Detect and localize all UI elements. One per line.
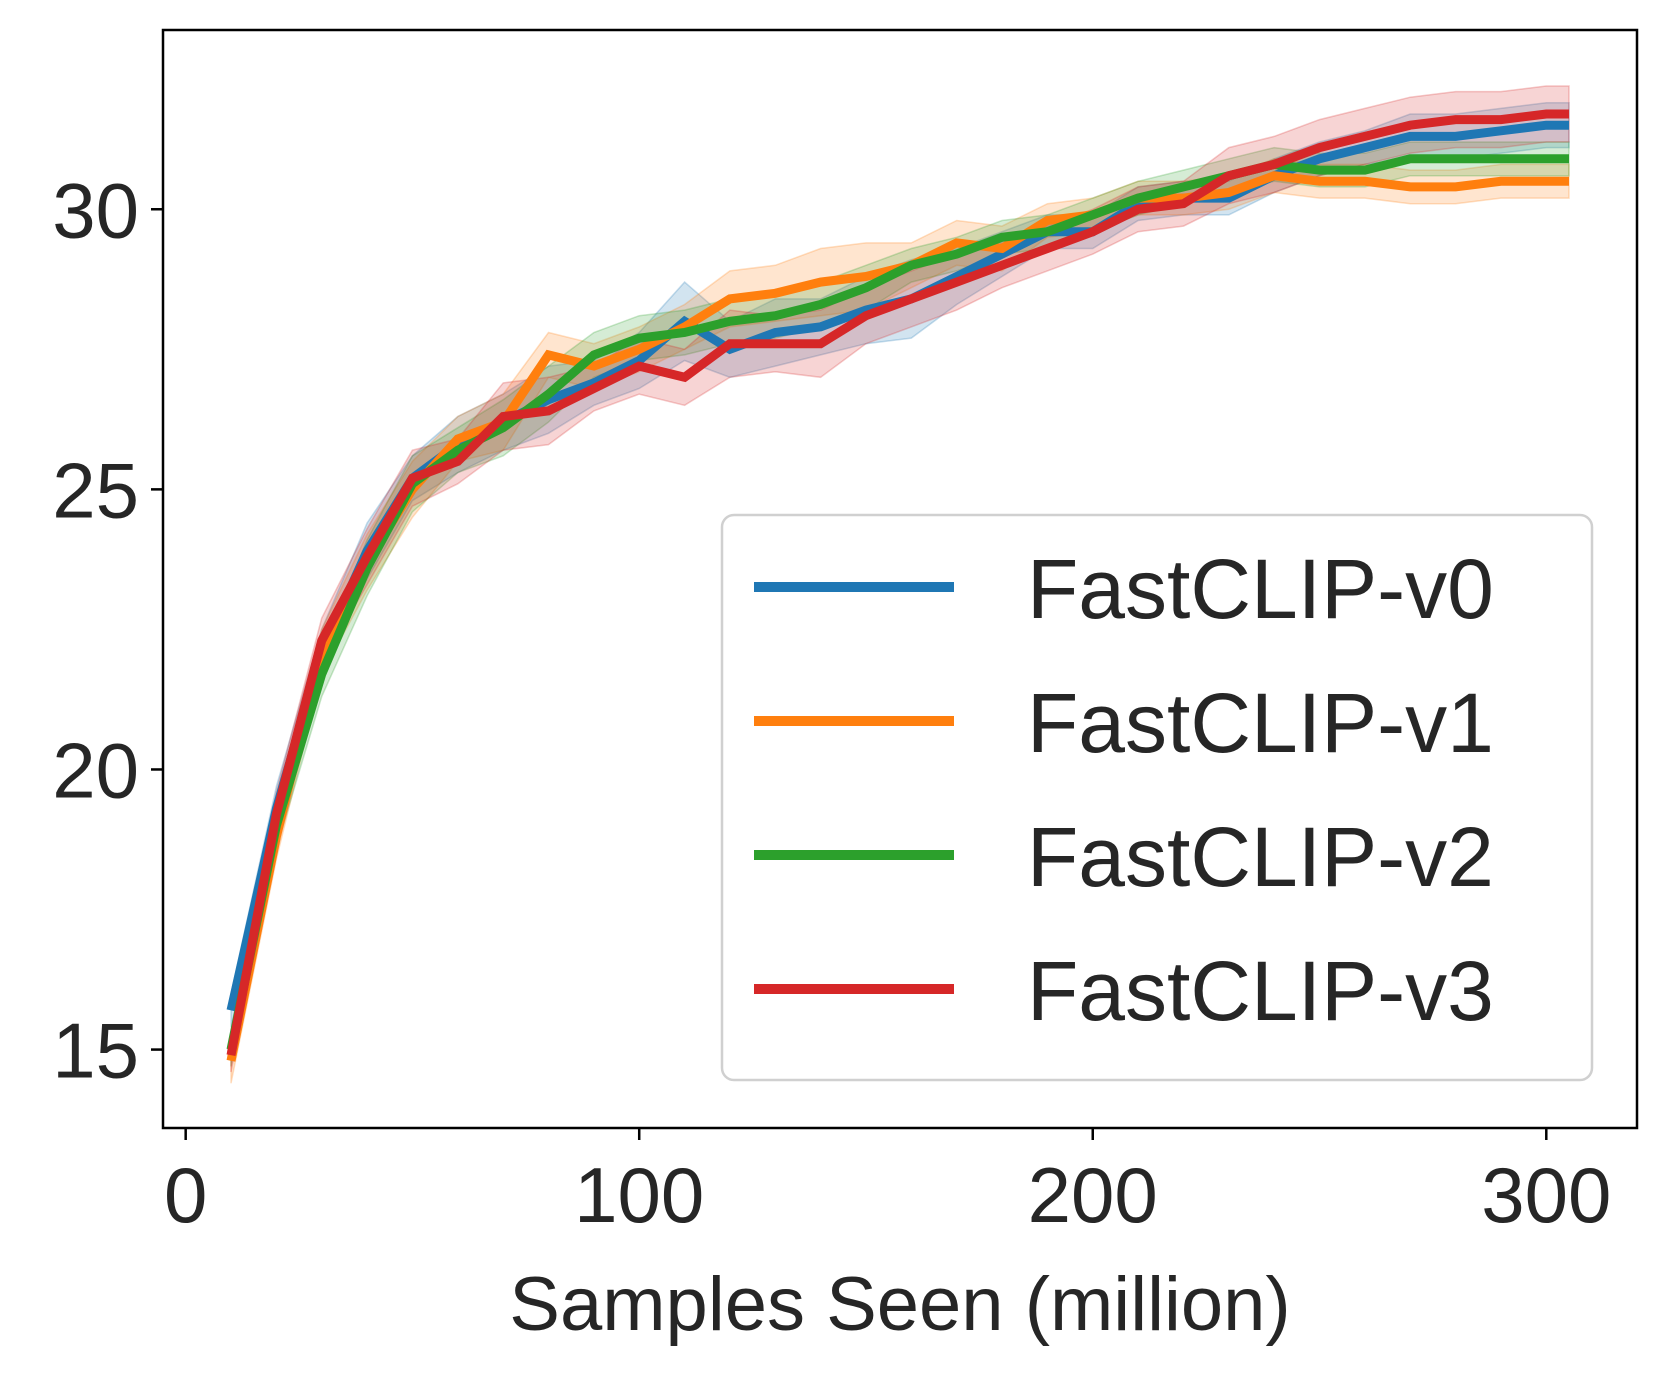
confidence-bands (230, 85, 1570, 1084)
y-tick-label: 20 (52, 726, 139, 814)
series-line-fastclip-v2 (226, 154, 1569, 1051)
x-axis-title: Samples Seen (million) (509, 1262, 1290, 1347)
y-tick-label: 30 (52, 166, 139, 254)
y-tick-label: 25 (52, 446, 139, 534)
series-band-fastclip-v2 (230, 141, 1570, 1067)
plot-area-frame (161, 28, 1639, 1130)
legend-label-fastclip-v2: FastCLIP-v2 (1027, 810, 1494, 904)
series-line-fastclip-v3 (226, 109, 1569, 1057)
series-band-fastclip-v0 (230, 102, 1570, 1028)
series-band-fastclip-v1 (230, 158, 1570, 1084)
x-tick-label: 100 (574, 1151, 704, 1239)
x-tick-label: 0 (164, 1151, 207, 1239)
axis-ticks: 0 100 200 300 15 20 25 30 (52, 166, 1611, 1239)
y-tick-label: 15 (52, 1007, 139, 1095)
legend-label-fastclip-v0: FastCLIP-v0 (1027, 542, 1494, 636)
series-band-fastclip-v3 (230, 85, 1570, 1073)
legend-box (720, 513, 1594, 1082)
legend-label-fastclip-v1: FastCLIP-v1 (1027, 676, 1494, 770)
x-tick-label: 200 (1028, 1151, 1158, 1239)
x-tick-label: 300 (1481, 1151, 1611, 1239)
legend: FastCLIP-v0 FastCLIP-v1 FastCLIP-v2 FastCLI… (720, 513, 1594, 1082)
legend-label-fastclip-v3: FastCLIP-v3 (1027, 944, 1494, 1038)
series-lines (226, 109, 1569, 1062)
